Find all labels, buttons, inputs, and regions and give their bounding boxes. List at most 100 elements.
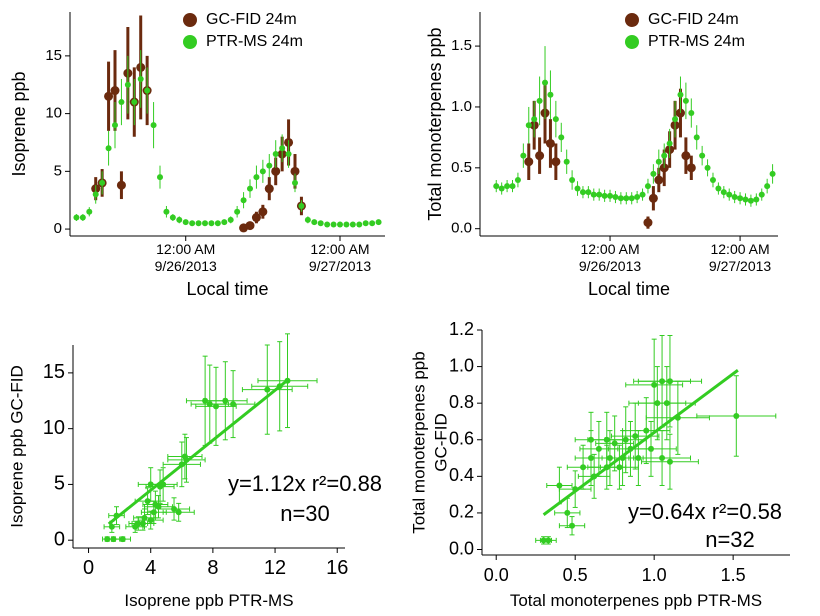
point [264, 386, 271, 393]
point [119, 536, 126, 543]
point [590, 191, 597, 198]
point [650, 170, 657, 177]
y-tick-label: 15 [43, 361, 65, 383]
point [112, 122, 118, 129]
legend-label: PTR-MS 24m [648, 33, 745, 50]
point [681, 151, 691, 161]
panel: 0 5 10 15 0 4 8 12 16 Isoprene ppb PTR-MS Isoprene… [7, 333, 382, 610]
x-tick-label: 0.0 [484, 565, 509, 585]
x-tick-label: 8 [207, 557, 218, 579]
y-axis-label: Isoprene ppb GC-FID [7, 365, 26, 528]
y-tick-label: 0.4 [449, 465, 474, 485]
point [317, 220, 324, 227]
annotation: y=0.64x r²=0.58 [628, 499, 782, 524]
point [558, 134, 565, 141]
point [720, 189, 727, 196]
point [661, 152, 668, 159]
point [709, 177, 716, 183]
point [137, 75, 144, 82]
point [92, 191, 99, 198]
point [124, 81, 131, 88]
point [655, 158, 662, 165]
fit-line [107, 379, 289, 526]
point [651, 381, 658, 388]
point [643, 427, 650, 434]
point [585, 189, 592, 196]
point [556, 482, 563, 489]
point [596, 191, 603, 198]
point [105, 145, 112, 152]
annotation: y=1.12x r²=0.88 [228, 471, 382, 496]
point [195, 220, 202, 227]
point [324, 221, 331, 228]
x-tick-label: 9/27/2013 [709, 258, 771, 274]
point [648, 445, 655, 452]
y-tick-label: 1.0 [449, 355, 474, 375]
y-tick-label: 0.0 [449, 538, 474, 558]
point [304, 216, 311, 223]
y-tick-label: 10 [45, 105, 62, 122]
point [337, 221, 343, 228]
point [686, 163, 696, 173]
point [330, 221, 337, 228]
point [234, 208, 241, 215]
point [688, 110, 695, 117]
y-tick-label: 0.5 [451, 159, 472, 176]
point [753, 196, 760, 203]
point [742, 196, 749, 203]
point [253, 174, 260, 181]
x-axis-label: Isoprene ppb PTR-MS [124, 591, 293, 610]
point [551, 157, 561, 167]
point [169, 214, 176, 221]
point [672, 116, 679, 123]
x-axis-label: Total monoterpenes ppb PTR-MS [510, 591, 762, 610]
point [531, 116, 538, 123]
point [595, 445, 602, 452]
x-tick-label: 12:00 AM [156, 241, 215, 257]
legend-label: GC-FID 24m [648, 11, 739, 28]
point [666, 140, 673, 147]
point [628, 195, 635, 202]
y-axis-label: Isoprene ppb [9, 71, 29, 176]
point [279, 145, 286, 152]
point [677, 91, 684, 98]
x-tick-label: 12 [264, 557, 286, 579]
point [369, 220, 376, 227]
x-tick-label: 0 [83, 557, 94, 579]
point [634, 194, 641, 201]
point [118, 99, 125, 106]
point [99, 179, 106, 186]
point [104, 91, 114, 101]
y-axis-label: Total monoterpenes ppb [409, 351, 428, 533]
point [704, 164, 711, 171]
point [285, 151, 292, 158]
legend-label: GC-FID 24m [206, 11, 297, 28]
point [157, 174, 163, 181]
point [617, 195, 624, 202]
point [362, 220, 369, 227]
point [222, 397, 229, 404]
point [682, 97, 689, 104]
legend-marker [183, 13, 197, 27]
point [266, 162, 273, 169]
point [189, 220, 196, 227]
y-tick-label: 0 [54, 220, 62, 237]
point [214, 220, 221, 227]
point [110, 86, 120, 96]
point [648, 193, 658, 203]
point [230, 401, 237, 408]
x-tick-label: 9/27/2013 [309, 258, 371, 274]
point [564, 509, 571, 516]
point [356, 221, 363, 228]
y-tick-label: 0.0 [451, 220, 472, 237]
point [311, 219, 318, 226]
y-tick-label: 15 [45, 47, 62, 64]
point [666, 458, 673, 465]
point [259, 168, 266, 175]
point [258, 207, 268, 217]
x-tick-label: 12:00 AM [580, 241, 639, 257]
point [272, 151, 279, 158]
y-tick-label: 10 [43, 417, 65, 439]
point [611, 440, 618, 447]
